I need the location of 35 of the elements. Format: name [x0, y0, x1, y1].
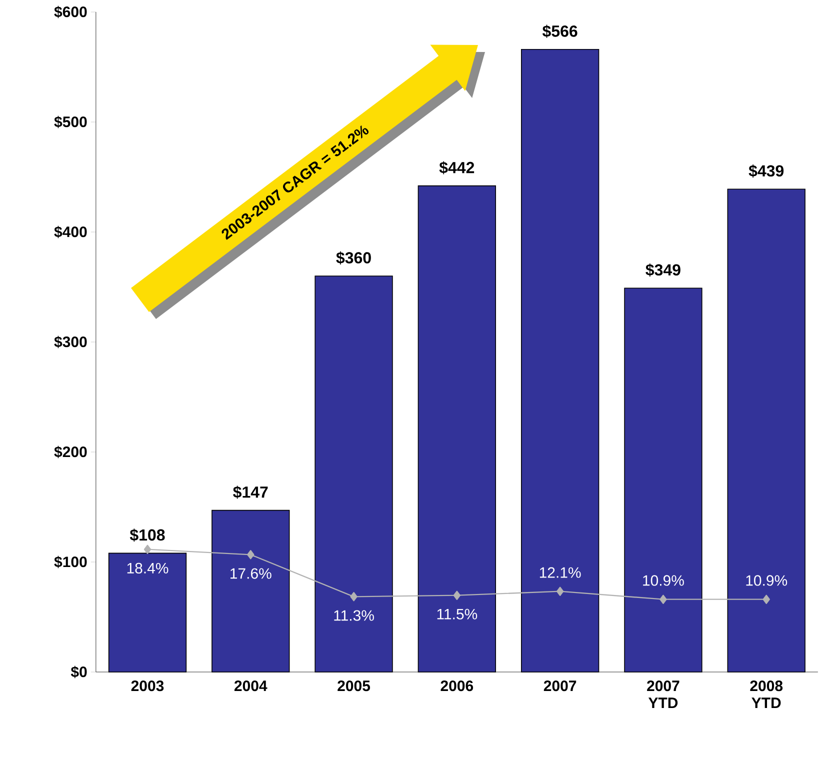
y-tick-label: $300: [54, 336, 87, 348]
data-label: 10.9%: [746, 575, 788, 586]
point: [247, 550, 254, 560]
data-label: 10.9%: [643, 575, 684, 586]
x-tick-label: 2005: [338, 680, 370, 692]
point: [350, 592, 358, 602]
point: [556, 586, 564, 596]
data-label: $442: [439, 161, 474, 174]
y-tick-label: $200: [54, 446, 87, 458]
data-label: $360: [336, 251, 371, 264]
data-label: $147: [233, 486, 268, 499]
data-label: $566: [542, 24, 578, 38]
point: [453, 590, 461, 600]
data-label: 12.1%: [540, 567, 581, 578]
y-tick-label: $400: [54, 226, 87, 238]
data-label: 11.3%: [334, 610, 374, 621]
y-tick-label: $600: [54, 6, 87, 18]
data-label: $349: [646, 264, 680, 277]
y-tick-label: $100: [54, 556, 87, 568]
point: [144, 544, 152, 554]
x-tick-label: 2006: [440, 680, 474, 692]
data-label: 18.4%: [127, 562, 168, 574]
y-tick-label: $500: [54, 116, 87, 128]
data-label: $439: [748, 164, 784, 178]
data-label: 17.6%: [230, 568, 272, 579]
x-tick-label: 2003: [131, 680, 164, 692]
point: [762, 594, 770, 604]
y-tick-label: $0: [70, 666, 87, 678]
x-tick-label: 2004: [234, 680, 268, 692]
x-tick-label: 2007 YTD: [647, 680, 680, 708]
x-tick-label: 2007: [544, 680, 576, 692]
x-tick-label: 2008 YTD: [750, 680, 783, 708]
point: [660, 594, 667, 604]
data-label: 11.5%: [437, 608, 478, 620]
data-label: $108: [130, 528, 165, 542]
